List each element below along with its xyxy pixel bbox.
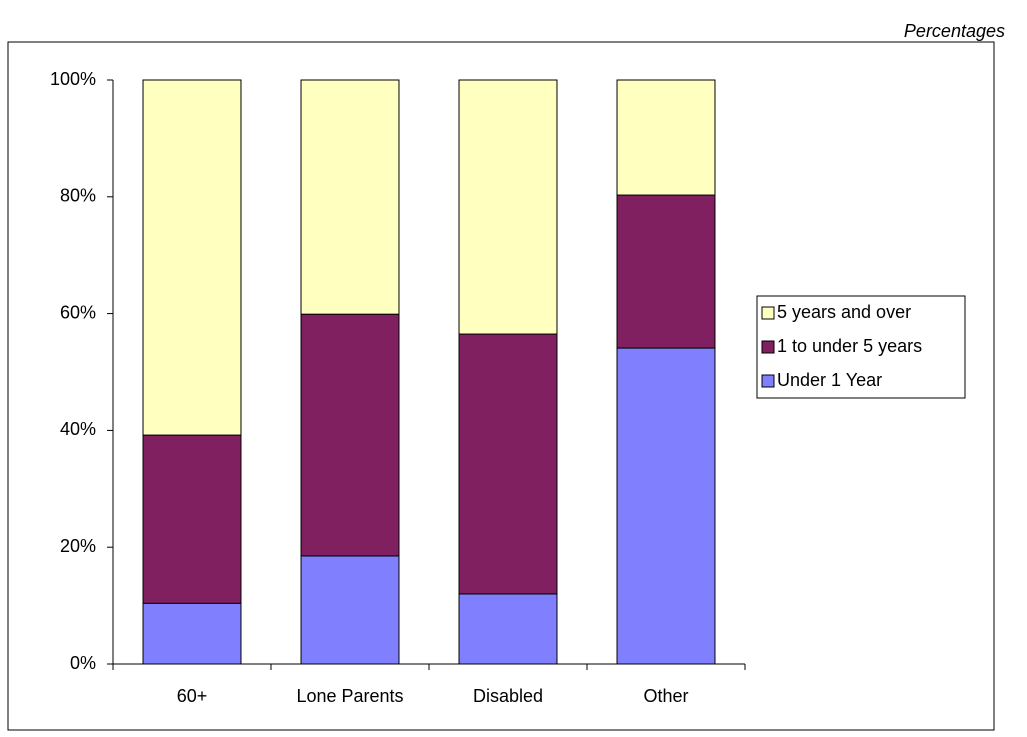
y-tick-label: 20% <box>60 536 96 556</box>
bar-segment <box>616 79 716 196</box>
y-tick-label: 100% <box>50 69 96 89</box>
y-tick-label: 40% <box>60 419 96 439</box>
x-tick-label: Lone Parents <box>296 686 403 706</box>
bar-segment <box>142 434 242 604</box>
bar-segment <box>142 79 242 436</box>
legend-swatch <box>761 340 775 354</box>
legend-box <box>756 295 966 399</box>
legend-swatch <box>761 374 775 388</box>
bar-segment <box>300 79 400 315</box>
bar-segment <box>300 313 400 557</box>
legend-swatch <box>761 306 775 320</box>
y-tick-label: 0% <box>70 653 96 673</box>
bar-segment <box>616 347 716 665</box>
legend-label: 5 years and over <box>777 302 911 322</box>
x-tick-label: 60+ <box>177 686 208 706</box>
bar-segment <box>458 79 558 335</box>
x-tick-label: Disabled <box>473 686 543 706</box>
y-tick-label: 60% <box>60 302 96 322</box>
bar-segment <box>458 593 558 665</box>
bar-segment <box>616 194 716 349</box>
legend-label: Under 1 Year <box>777 370 882 390</box>
legend-label: 1 to under 5 years <box>777 336 922 356</box>
y-tick-label: 80% <box>60 186 96 206</box>
bar-segment <box>142 602 242 665</box>
chart-subtitle: Percentages <box>904 21 1005 41</box>
x-tick-label: Other <box>643 686 688 706</box>
bar-segment <box>458 333 558 595</box>
bar-segment <box>300 555 400 665</box>
